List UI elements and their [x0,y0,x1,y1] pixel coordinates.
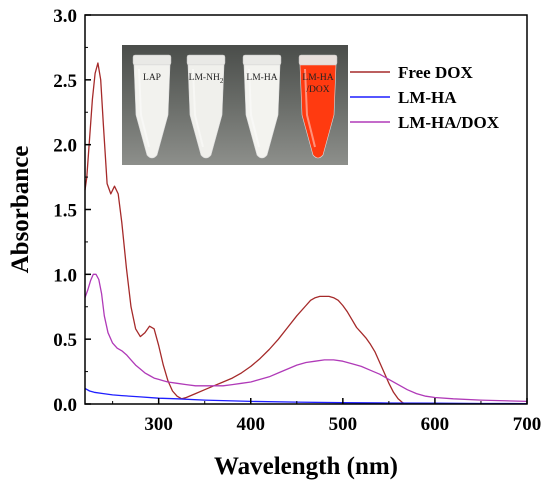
y-tick-label: 2.0 [53,136,77,157]
vial: LM-HA/DOX [298,54,338,159]
vial: LM-HA [242,54,282,159]
vial-highlight [304,68,316,148]
x-tick-label: 600 [421,414,450,435]
y-tick-label: 3.0 [53,6,77,27]
series-line-lm-ha-dox [84,273,528,403]
y-tick-label: 2.5 [53,71,77,92]
vial-body [133,64,171,159]
legend-label: LM-HA/DOX [398,113,500,132]
vial-body [299,64,337,159]
vial: LM-NH2 [186,54,226,159]
vial-body [243,64,281,159]
vial-highlight [192,68,204,148]
vial-cap [132,54,172,66]
vial-label-line2: /DOX [306,85,329,95]
vial-cap [242,54,282,66]
series-lines [84,62,528,405]
y-tick-label: 1.0 [53,265,77,286]
vial: LAP [132,54,172,159]
vial-label: LAP [143,73,161,83]
vial-cap [298,54,338,66]
vial-highlight [138,68,150,148]
x-axis-ticks: 300 400 500 600 700 [112,398,542,435]
legend-label: LM-HA [398,88,457,107]
y-tick-label: 1.5 [53,201,77,222]
x-tick-label: 400 [237,414,266,435]
series-line-lm-ha [84,387,528,405]
y-axis-title: Absorbance [7,146,34,274]
y-tick-label: 0.0 [53,395,77,416]
x-tick-label: 500 [329,414,358,435]
inset-vial-photo: LAP LM-NH2 LM-HA LM-HA/DOX [122,45,348,165]
series-line-free-dox [84,62,408,405]
vial-label: LM-NH2 [189,73,224,85]
x-axis-title: Wavelength (nm) [214,453,398,480]
vial-body [187,64,225,159]
vial-label: LM-HA [246,73,277,83]
y-tick-label: 0.5 [53,330,77,351]
legend-label: Free DOX [398,63,473,82]
vial-highlight [248,68,260,148]
y-axis-ticks: 0.0 0.5 1.0 1.5 2.0 2.5 3.0 [53,6,91,416]
legend: Free DOX LM-HA LM-HA/DOX [350,63,500,132]
vial-label: LM-HA [302,73,333,83]
vial-cap [186,54,226,66]
x-tick-label: 300 [144,414,173,435]
x-tick-label: 700 [513,414,542,435]
